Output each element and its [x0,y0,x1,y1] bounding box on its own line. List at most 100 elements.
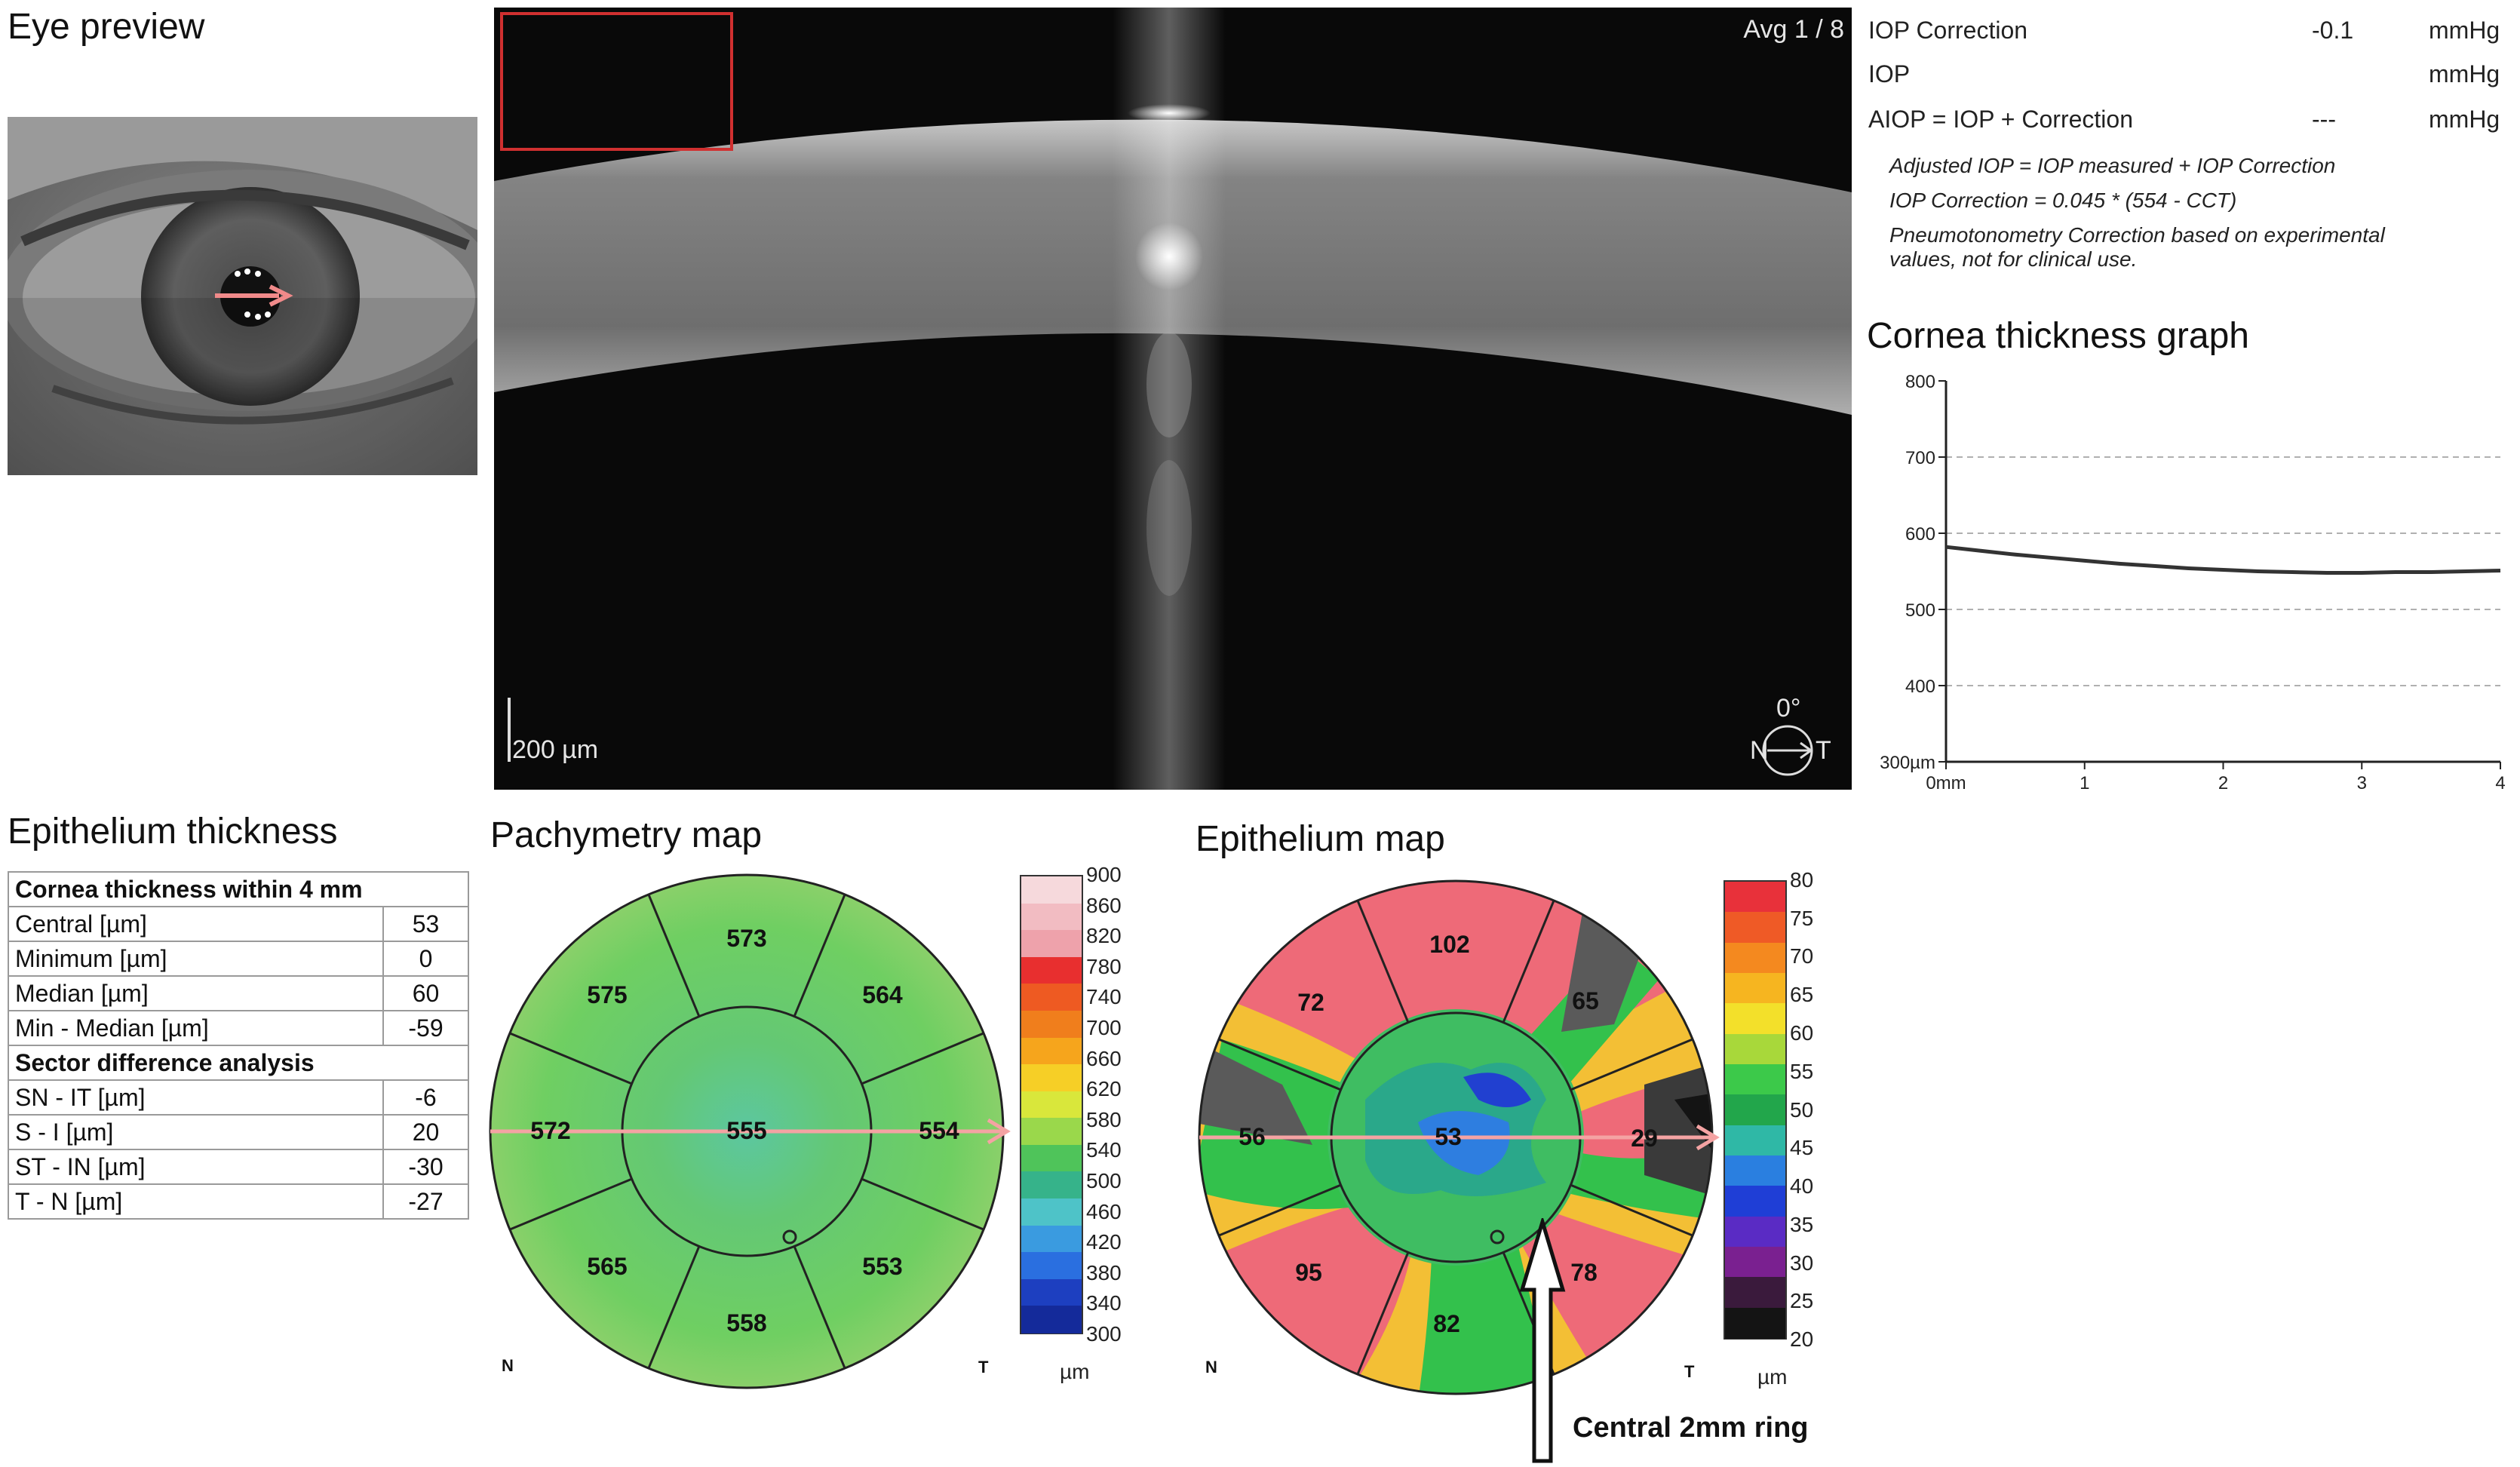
epithelium-apex-marker [1490,1229,1505,1244]
scale-label: 900 [1086,863,1122,886]
scale-swatch [1725,1307,1785,1340]
pachymetry-sector-value: 554 [919,1117,959,1144]
x-tick-label: 1 [2080,773,2089,793]
scale-label: 45 [1790,1136,1814,1160]
table-section-header: Sector difference analysis [8,1045,469,1081]
table-row: ST - IN [µm] -30 [8,1149,469,1185]
scale-swatch [1725,1125,1785,1157]
iop-row-unit: mmHg [2429,17,2500,44]
row-value: -27 [382,1183,469,1220]
pachymetry-scale-labels: 900 860 820 780 740 700 660 620 580 540 500 460 420 3… [1086,863,1146,1346]
scale-swatch [1725,912,1785,944]
row-value: -6 [382,1079,469,1116]
epithelium-thickness-table: Cornea thickness within 4 mm Central [µm… [8,871,469,1220]
scale-label: 540 [1086,1138,1122,1162]
row-value: 60 [382,975,469,1011]
scale-swatch [1725,1277,1785,1309]
scale-swatch [1021,1252,1082,1281]
scale-label: 70 [1790,944,1814,968]
row-label: Median [µm] [8,975,384,1011]
iop-note: IOP Correction = 0.045 * (554 - CCT) [1889,189,2237,212]
pachymetry-sector-lines [509,894,984,1369]
table-row: Central [µm] 53 [8,906,469,942]
iop-row-label: IOP [1868,60,1911,87]
x-tick-label: 2 [2218,773,2228,793]
iop-row-label: AIOP = IOP + Correction [1868,106,2133,133]
thickness-line [1945,545,2501,575]
row-label: T - N [µm] [8,1183,384,1220]
pachymetry-center-value: 555 [726,1117,766,1144]
scale-label: 35 [1790,1212,1814,1236]
table-row: Minimum [µm] 0 [8,941,469,977]
iop-note: Pneumotonometry Correction based on expe… [1889,223,2385,247]
oct-avg-label: Avg 1 / 8 [1743,15,1844,44]
pachymetry-sector-value: 573 [726,925,766,952]
scale-swatch [1725,1003,1785,1035]
epithelium-thickness-title: Epithelium thickness [8,812,338,852]
pachymetry-n-label: N [502,1356,514,1375]
scale-swatch [1021,930,1082,958]
scale-label: 620 [1086,1077,1122,1101]
pachymetry-arrow-head [987,1118,1011,1145]
oct-t-label: T [1816,736,1831,765]
row-value: -30 [382,1149,469,1185]
pachymetry-sector-value: 558 [726,1309,766,1337]
central-ring-annotation: Central 2mm ring [1573,1412,1809,1444]
scale-label: 65 [1790,983,1814,1007]
epithelium-t-label: T [1684,1362,1695,1381]
epithelium-sector-value: 72 [1297,989,1324,1016]
scale-label: 460 [1086,1199,1122,1223]
scale-swatch [1021,1198,1082,1226]
scale-label: 75 [1790,906,1814,930]
y-tick-label: 800 [1905,372,1935,392]
scale-swatch [1021,1010,1082,1039]
epithelium-map: 53 102 65 29 78 82 95 56 72 [1198,879,1720,1395]
central-ring-pointer-arrow [1519,1218,1566,1463]
scale-label: 860 [1086,893,1122,917]
scale-swatch [1021,956,1082,985]
table-row: T - N [µm] -27 [8,1183,469,1220]
row-label: Central [µm] [8,906,384,942]
epithelium-center-value: 53 [1435,1123,1462,1150]
pachymetry-map-title: Pachymetry map [490,815,763,855]
scale-label: 25 [1790,1289,1814,1313]
pachymetry-map: 555 573 564 554 553 558 565 572 575 [489,873,1011,1389]
table-row: SN - IT [µm] -6 [8,1079,469,1116]
iop-row-value: --- [2312,106,2336,133]
table-row: Min - Median [µm] -59 [8,1010,469,1046]
scale-label: 20 [1790,1327,1814,1351]
iop-row-unit: mmHg [2429,106,2500,133]
scale-label: 50 [1790,1097,1814,1122]
scale-swatch [1725,1186,1785,1217]
scale-swatch [1725,1155,1785,1187]
table-section-header: Cornea thickness within 4 mm [8,871,469,907]
section-title: Cornea thickness within 4 mm [8,871,469,907]
scale-swatch [1725,942,1785,974]
scale-swatch [1021,1037,1082,1066]
y-tick-label: 700 [1905,448,1935,468]
row-value: 20 [382,1114,469,1150]
scale-swatch [1725,882,1785,913]
row-value: 0 [382,941,469,977]
row-label: ST - IN [µm] [8,1149,384,1185]
epithelium-sector-value: 78 [1570,1259,1598,1286]
pachymetry-sector-value: 565 [587,1253,627,1280]
scale-label: 660 [1086,1046,1122,1070]
oct-angle-label: 0° [1776,694,1801,723]
epithelium-sector-value: 82 [1433,1310,1460,1337]
scale-label: 580 [1086,1107,1122,1131]
pachymetry-scale-unit: µm [1060,1360,1090,1383]
x-tick-label: 0mm [1926,773,1966,793]
section-title: Sector difference analysis [8,1045,469,1081]
row-label: Min - Median [µm] [8,1010,384,1046]
table-row: Median [µm] 60 [8,975,469,1011]
oct-scale-bar-label: 200 µm [512,735,599,764]
scale-swatch [1021,1225,1082,1254]
pachymetry-apex-marker [782,1229,797,1244]
x-tick-label: 3 [2357,773,2367,793]
scale-swatch [1021,1064,1082,1092]
scale-swatch [1021,1278,1082,1307]
scale-label: 420 [1086,1230,1122,1254]
epithelium-map-title: Epithelium map [1196,819,1445,859]
